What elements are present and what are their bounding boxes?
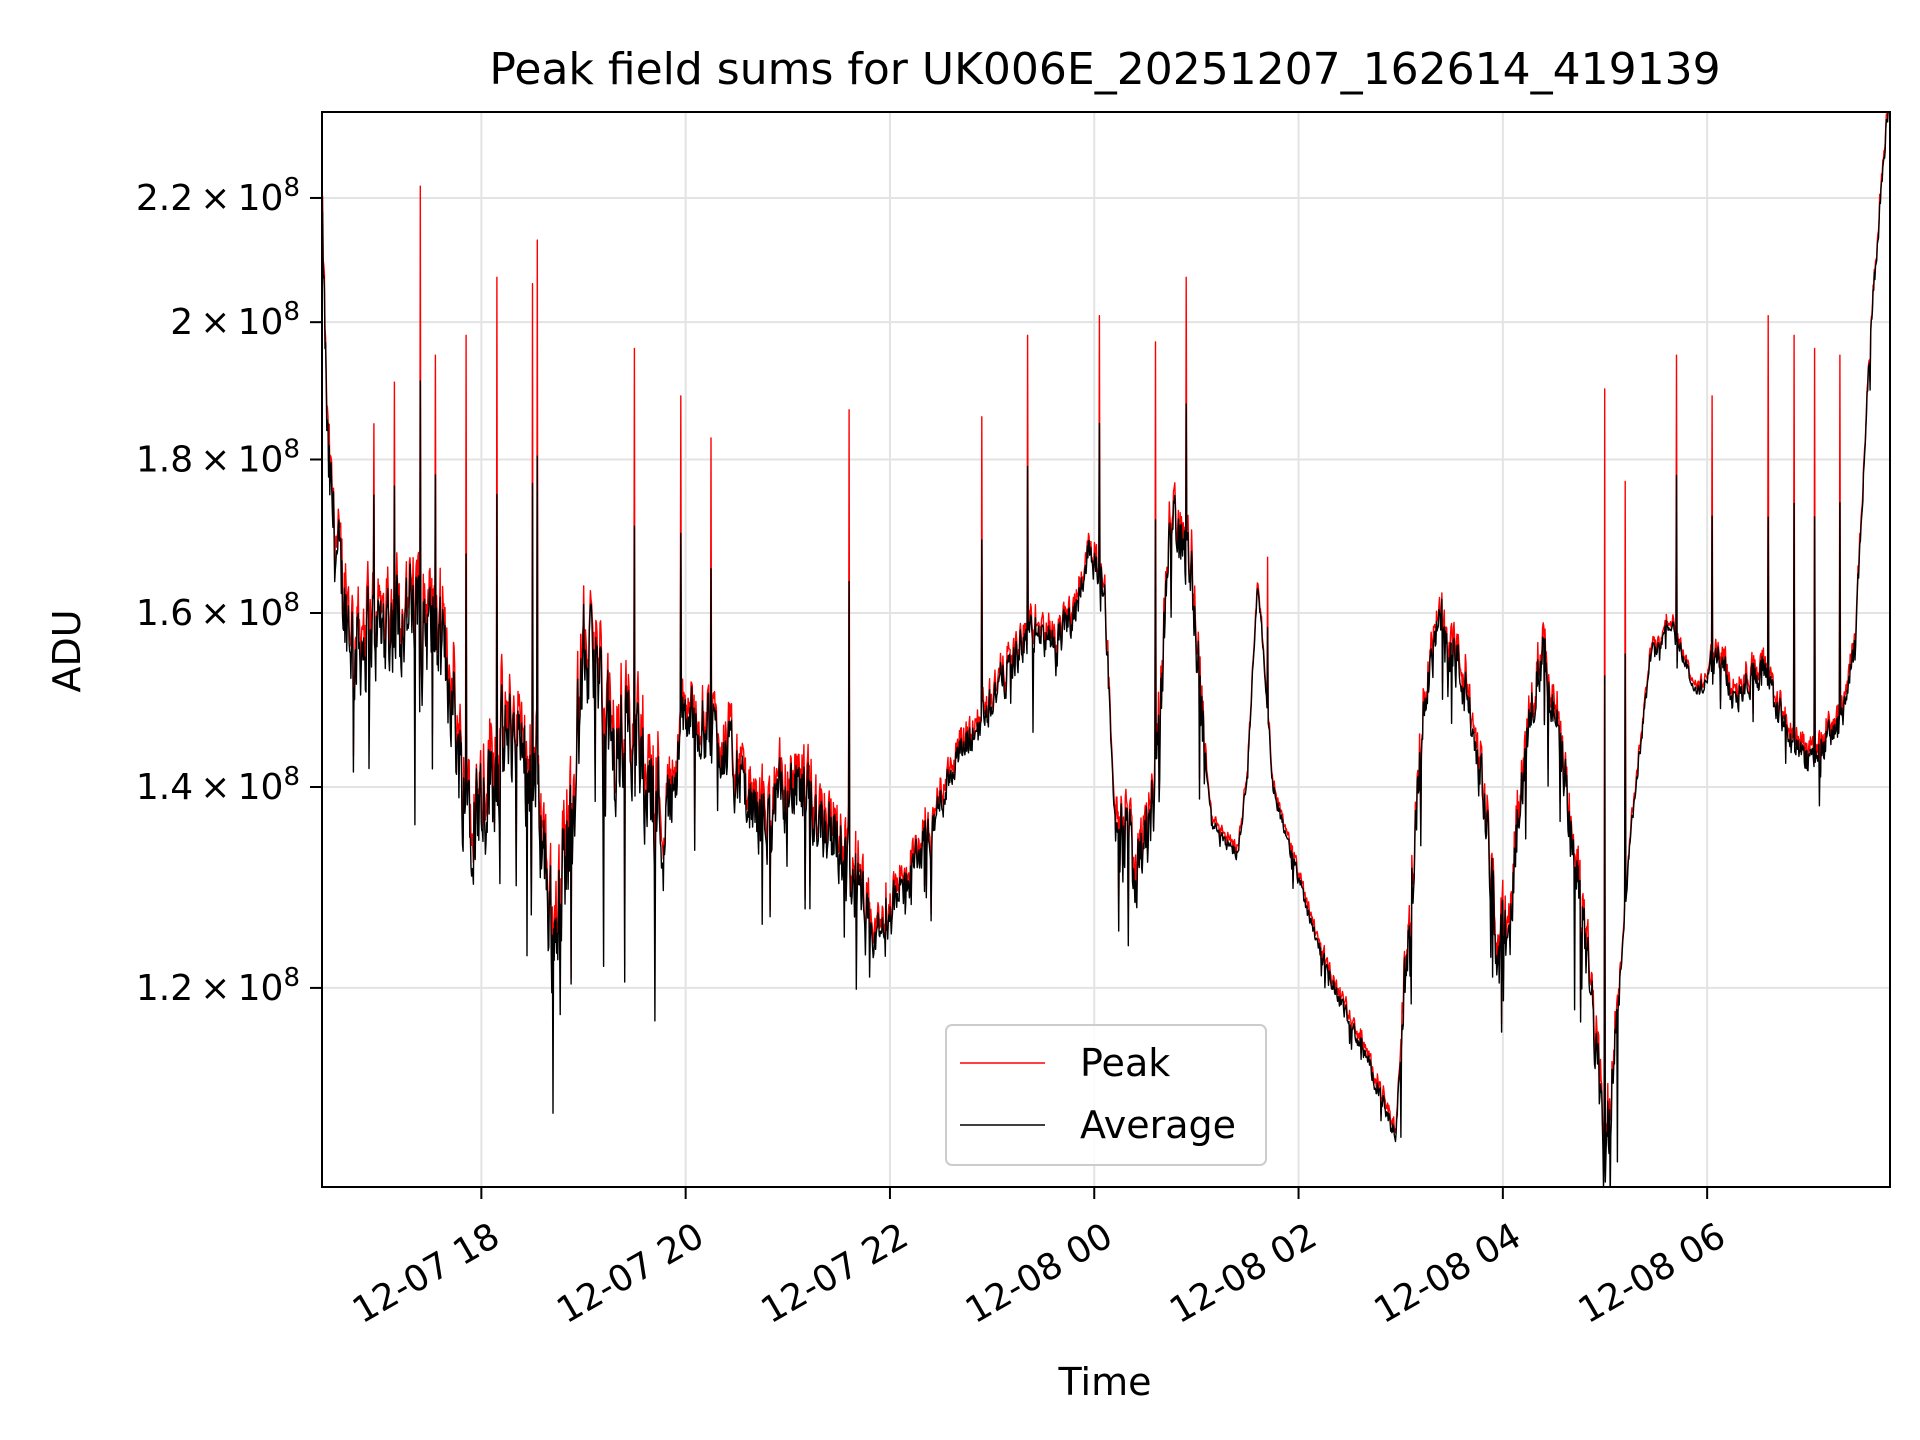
y-axis-ticks: 1.2 × 108 1.4 × 108 1.6 × 108 1.8 × 108 2 × …: [136, 173, 322, 1009]
y-tick-label: 1.8 × 108: [136, 434, 300, 480]
chart-title: Peak field sums for UK006E_20251207_1626…: [489, 44, 1720, 95]
y-tick-label: 2.2 × 108: [136, 173, 300, 219]
y-axis-label: ADU: [45, 609, 89, 692]
y-tick-label: 1.6 × 108: [136, 588, 300, 634]
plot-series: [322, 112, 1889, 1187]
y-tick-label: 2 × 108: [170, 297, 300, 343]
x-axis-label: Time: [1058, 1360, 1152, 1404]
legend-label-peak: Peak: [1080, 1041, 1170, 1085]
legend-box: [945, 1024, 1267, 1166]
series-line-average: [322, 112, 1889, 1187]
legend: Peak Average: [945, 1024, 1267, 1166]
grid-lines: [322, 112, 1890, 1187]
plot-area-frame: [321, 111, 1891, 1188]
legend-label-average: Average: [1080, 1103, 1236, 1147]
y-tick-label: 1.2 × 108: [136, 963, 300, 1009]
y-tick-label: 1.4 × 108: [136, 762, 300, 808]
